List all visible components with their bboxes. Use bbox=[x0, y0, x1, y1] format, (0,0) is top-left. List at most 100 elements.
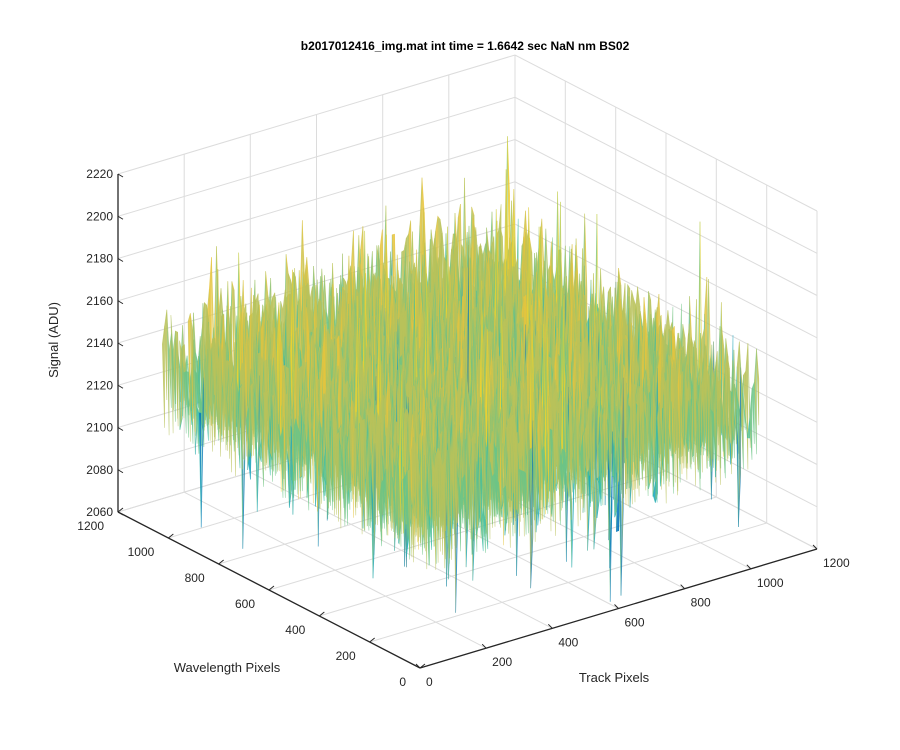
surface-patch bbox=[269, 396, 273, 461]
x-tick-label: 600 bbox=[625, 616, 645, 630]
surface-patch bbox=[226, 364, 230, 427]
surface-patch bbox=[426, 509, 430, 566]
surface-patch bbox=[196, 374, 200, 421]
x-tick-label: 200 bbox=[492, 655, 512, 669]
x-tick-label: 400 bbox=[558, 635, 578, 649]
surface-patch bbox=[200, 377, 204, 528]
surface-patch bbox=[207, 348, 211, 415]
surface-patch bbox=[181, 351, 185, 419]
surface-patch bbox=[237, 372, 241, 469]
z-tick bbox=[117, 469, 124, 474]
surface-patch bbox=[278, 302, 282, 492]
surface-patch bbox=[185, 371, 189, 438]
surface-patch bbox=[275, 381, 279, 458]
surface-patch bbox=[190, 313, 193, 422]
surface-patch bbox=[289, 419, 292, 508]
z-tick bbox=[117, 384, 124, 389]
surface-patch bbox=[252, 383, 256, 450]
surface-patch bbox=[340, 444, 344, 499]
surface-patch bbox=[222, 339, 225, 431]
z-axis-label: Signal (ADU) bbox=[46, 302, 61, 378]
surface-patch bbox=[232, 338, 236, 477]
surface-patch bbox=[256, 375, 260, 512]
surface-patch bbox=[230, 376, 234, 441]
surface-patch bbox=[177, 332, 181, 430]
surface-patch bbox=[218, 343, 221, 457]
y-tick-label: 200 bbox=[336, 649, 356, 663]
surface-patch bbox=[161, 325, 165, 428]
surface-patch bbox=[250, 382, 253, 446]
surface-patch bbox=[187, 313, 191, 442]
surface-patch bbox=[183, 370, 187, 434]
surface-patch bbox=[751, 382, 755, 444]
y-tick-label: 1000 bbox=[128, 545, 155, 559]
surface-patch bbox=[224, 339, 228, 440]
z-tick-label: 2160 bbox=[86, 294, 113, 308]
z-tick-label: 2180 bbox=[86, 252, 113, 266]
y-axis-label: Wavelength Pixels bbox=[174, 660, 281, 675]
surface-patch bbox=[231, 281, 235, 380]
surface-patch bbox=[338, 432, 342, 529]
x-axis-label: Track Pixels bbox=[579, 670, 650, 685]
z-tick-label: 2220 bbox=[86, 167, 113, 181]
surface-patch bbox=[332, 399, 335, 516]
z-tick-label: 2100 bbox=[86, 421, 113, 435]
surface-patch bbox=[295, 418, 299, 495]
surface-patch bbox=[310, 414, 314, 466]
surface-patch bbox=[273, 381, 277, 474]
surface-patch bbox=[254, 406, 258, 512]
surface-patch bbox=[242, 386, 246, 549]
z-tick bbox=[117, 342, 124, 347]
z-tick-label: 2140 bbox=[86, 336, 113, 350]
surface-patch bbox=[756, 348, 760, 426]
surface-patch bbox=[247, 386, 251, 454]
surface-patch bbox=[316, 415, 320, 476]
grid-line bbox=[117, 54, 818, 212]
surface-patch bbox=[293, 418, 297, 490]
chart-title: b2017012416_img.mat int time = 1.6642 se… bbox=[301, 39, 630, 53]
surface-patch bbox=[318, 415, 322, 504]
surface-patch bbox=[333, 393, 337, 515]
grid-line bbox=[117, 96, 818, 254]
z-tick-label: 2120 bbox=[86, 378, 113, 392]
surface-patch bbox=[220, 343, 224, 436]
z-tick bbox=[117, 215, 124, 220]
y-tick-label: 800 bbox=[185, 571, 205, 585]
surface-patch bbox=[607, 449, 611, 569]
surface-patch bbox=[310, 335, 314, 504]
surface-patch bbox=[164, 309, 168, 401]
surface-patch bbox=[745, 343, 749, 470]
surface-patch bbox=[228, 351, 232, 473]
surface-patch bbox=[239, 383, 243, 462]
surface-patch bbox=[215, 338, 219, 428]
grid-line bbox=[117, 181, 818, 339]
surface-patch bbox=[753, 348, 757, 455]
surface-patch bbox=[241, 361, 245, 432]
surface-patch bbox=[172, 330, 176, 422]
surface-patch bbox=[179, 340, 182, 403]
surface-patch bbox=[198, 412, 202, 528]
z-tick bbox=[117, 300, 124, 305]
surface-patch bbox=[327, 404, 331, 503]
surface-patch bbox=[235, 338, 239, 449]
surface-patch bbox=[260, 394, 264, 487]
y-tick-label: 600 bbox=[235, 597, 255, 611]
surface-patch bbox=[301, 407, 305, 477]
surface-patch bbox=[204, 348, 208, 423]
surface-patch bbox=[265, 389, 268, 451]
surface-patch bbox=[304, 424, 307, 466]
z-tick bbox=[117, 258, 124, 262]
surface-patch bbox=[256, 354, 260, 459]
surface-patch bbox=[276, 302, 280, 453]
surface-patch bbox=[287, 393, 291, 491]
surface-patch bbox=[749, 388, 753, 460]
z-tick bbox=[117, 173, 124, 178]
x-tick-label: 1200 bbox=[823, 556, 850, 570]
surface-patch bbox=[170, 314, 174, 434]
x-tick-label: 0 bbox=[426, 675, 433, 689]
surface-patch bbox=[314, 345, 318, 512]
surface-patch bbox=[457, 203, 461, 307]
surface-patch bbox=[329, 399, 333, 502]
surface-patch bbox=[199, 328, 203, 395]
surface-patch bbox=[286, 450, 290, 508]
